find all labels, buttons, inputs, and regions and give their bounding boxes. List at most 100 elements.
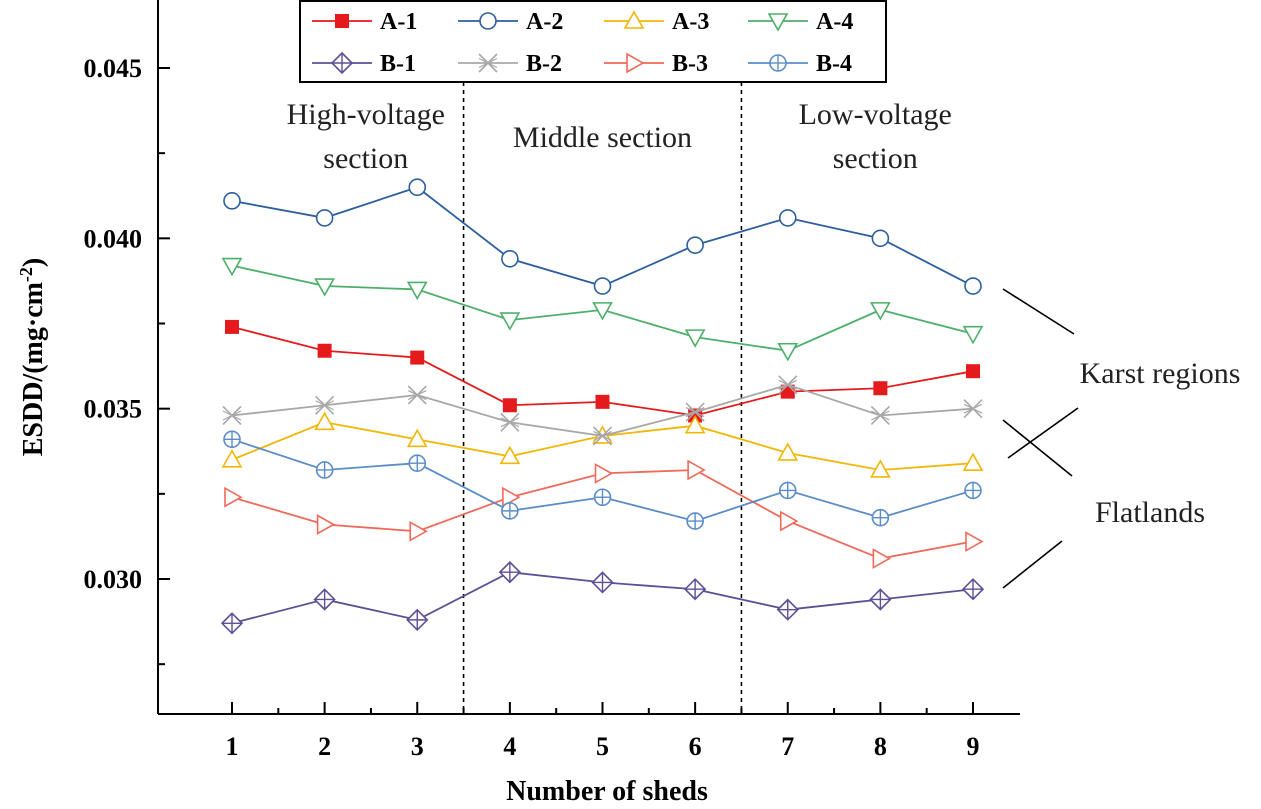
data-point-B-2 bbox=[778, 375, 798, 395]
data-point-B-2 bbox=[315, 395, 335, 415]
section-label: Middle section bbox=[513, 121, 692, 154]
data-point-B-2 bbox=[870, 405, 890, 426]
marker-arm bbox=[222, 410, 242, 421]
legend: A-1 A-2 A-3 A-4 B-1 B-2 B-3 B-4 bbox=[299, 0, 887, 83]
data-point-B-1 bbox=[683, 578, 707, 601]
x-tick-label: 1 bbox=[226, 732, 239, 761]
data-point-A-3 bbox=[777, 442, 799, 461]
flatlands-pointer-line bbox=[1007, 407, 1079, 459]
data-point-A-4 bbox=[592, 302, 613, 321]
data-point-B-4 bbox=[408, 454, 427, 472]
legend-item-B-2: B-2 bbox=[458, 51, 562, 77]
legend-marker bbox=[767, 13, 789, 32]
data-point-A-4 bbox=[314, 278, 335, 297]
x-tick-label: 5 bbox=[596, 732, 609, 761]
y-axis-title-main: ESDD/(mg·cm bbox=[18, 282, 49, 456]
y-axis-title-suffix: ) bbox=[18, 258, 49, 267]
legend-marker bbox=[330, 51, 354, 75]
data-point-A-4 bbox=[777, 342, 799, 362]
legend-label: B-2 bbox=[526, 51, 562, 77]
legend-item-A-3: A-3 bbox=[604, 9, 709, 35]
marker-arm bbox=[593, 430, 612, 441]
legend-label: A-3 bbox=[672, 9, 709, 35]
data-point-A-2 bbox=[315, 209, 334, 227]
data-point-B-3 bbox=[779, 510, 799, 532]
annotations: Karst regions Flatlands bbox=[1002, 288, 1241, 589]
data-point-B-1 bbox=[498, 561, 522, 584]
series-A-2 bbox=[223, 178, 982, 295]
y-tick-label: 0.030 bbox=[84, 565, 143, 594]
annotation-karst: Karst regions bbox=[1080, 357, 1241, 390]
data-point-A-1 bbox=[966, 364, 980, 379]
data-point-A-4 bbox=[962, 325, 984, 345]
data-point-A-3 bbox=[314, 411, 335, 431]
legend-label: A-2 bbox=[526, 9, 563, 35]
data-point-A-3 bbox=[406, 428, 428, 448]
data-point-B-4 bbox=[223, 430, 241, 449]
legend-item-B-1: B-1 bbox=[312, 51, 416, 77]
series-A-4 bbox=[221, 257, 984, 362]
series-B-2 bbox=[222, 375, 983, 446]
legend-marker bbox=[769, 54, 787, 72]
x-tick-label: 3 bbox=[411, 732, 424, 761]
data-point-A-1 bbox=[225, 319, 239, 334]
data-point-B-3 bbox=[409, 520, 428, 542]
axes: 0.030 0.035 0.040 0.045 1 2 3 4 5 6 7 8 9 Number of s… bbox=[16, 0, 1020, 807]
series-B-1 bbox=[220, 561, 985, 635]
data-point-B-3 bbox=[687, 459, 706, 481]
data-point-A-3 bbox=[870, 459, 891, 478]
flatlands-pointer-line bbox=[1002, 540, 1063, 589]
series-B-3 bbox=[224, 459, 984, 569]
marker-arm bbox=[500, 417, 520, 428]
data-point-A-1 bbox=[317, 343, 332, 358]
marker-arm bbox=[778, 379, 798, 390]
data-point-B-1 bbox=[776, 598, 799, 621]
data-point-B-4 bbox=[686, 512, 704, 530]
data-point-B-3 bbox=[594, 463, 614, 484]
data-point-B-1 bbox=[961, 578, 985, 601]
x-tick-label: 4 bbox=[503, 732, 516, 761]
section-labels: High-voltage section Middle section Low-vol… bbox=[287, 98, 952, 175]
data-point-B-1 bbox=[869, 588, 892, 611]
marker-arm bbox=[478, 57, 498, 69]
x-tick-label: 2 bbox=[318, 732, 331, 761]
data-point-B-2 bbox=[963, 399, 983, 419]
data-point-B-4 bbox=[964, 481, 982, 500]
legend-marker bbox=[479, 12, 497, 30]
data-point-A-4 bbox=[406, 281, 428, 301]
data-point-A-2 bbox=[871, 229, 890, 248]
marker-arm bbox=[871, 410, 890, 421]
data-point-A-3 bbox=[962, 452, 984, 471]
legend-marker bbox=[626, 52, 645, 74]
legend-label: B-4 bbox=[816, 51, 852, 77]
legend-item-A-2: A-2 bbox=[458, 9, 563, 35]
data-point-A-4 bbox=[221, 257, 243, 277]
data-point-B-2 bbox=[592, 426, 613, 446]
y-tick-label: 0.040 bbox=[84, 224, 143, 253]
data-point-A-1 bbox=[502, 398, 517, 413]
data-point-B-2 bbox=[222, 405, 242, 426]
series-line-B-4 bbox=[231, 438, 974, 523]
legend-label: A-4 bbox=[816, 9, 853, 35]
data-point-B-4 bbox=[593, 488, 612, 507]
data-point-A-4 bbox=[870, 302, 891, 321]
y-axis-title-exponent: -2 bbox=[16, 267, 36, 282]
data-point-B-1 bbox=[220, 612, 244, 635]
legend-marker bbox=[478, 53, 498, 73]
series-line-A-2 bbox=[231, 186, 974, 287]
data-point-B-3 bbox=[872, 548, 892, 569]
marker-arm bbox=[963, 403, 983, 414]
data-point-A-2 bbox=[964, 277, 982, 295]
y-axis-title: ESDD/(mg·cm-2) bbox=[16, 258, 49, 457]
data-point-A-3 bbox=[684, 415, 706, 434]
x-tick-label: 7 bbox=[781, 732, 794, 761]
legend-item-A-1: A-1 bbox=[312, 9, 417, 35]
data-point-A-2 bbox=[593, 277, 612, 295]
section-label: section bbox=[833, 142, 918, 175]
data-point-A-4 bbox=[499, 312, 521, 331]
data-point-A-3 bbox=[221, 449, 243, 468]
section-label: High-voltage bbox=[287, 98, 445, 131]
data-point-B-2 bbox=[407, 385, 427, 405]
legend-box bbox=[299, 0, 887, 83]
